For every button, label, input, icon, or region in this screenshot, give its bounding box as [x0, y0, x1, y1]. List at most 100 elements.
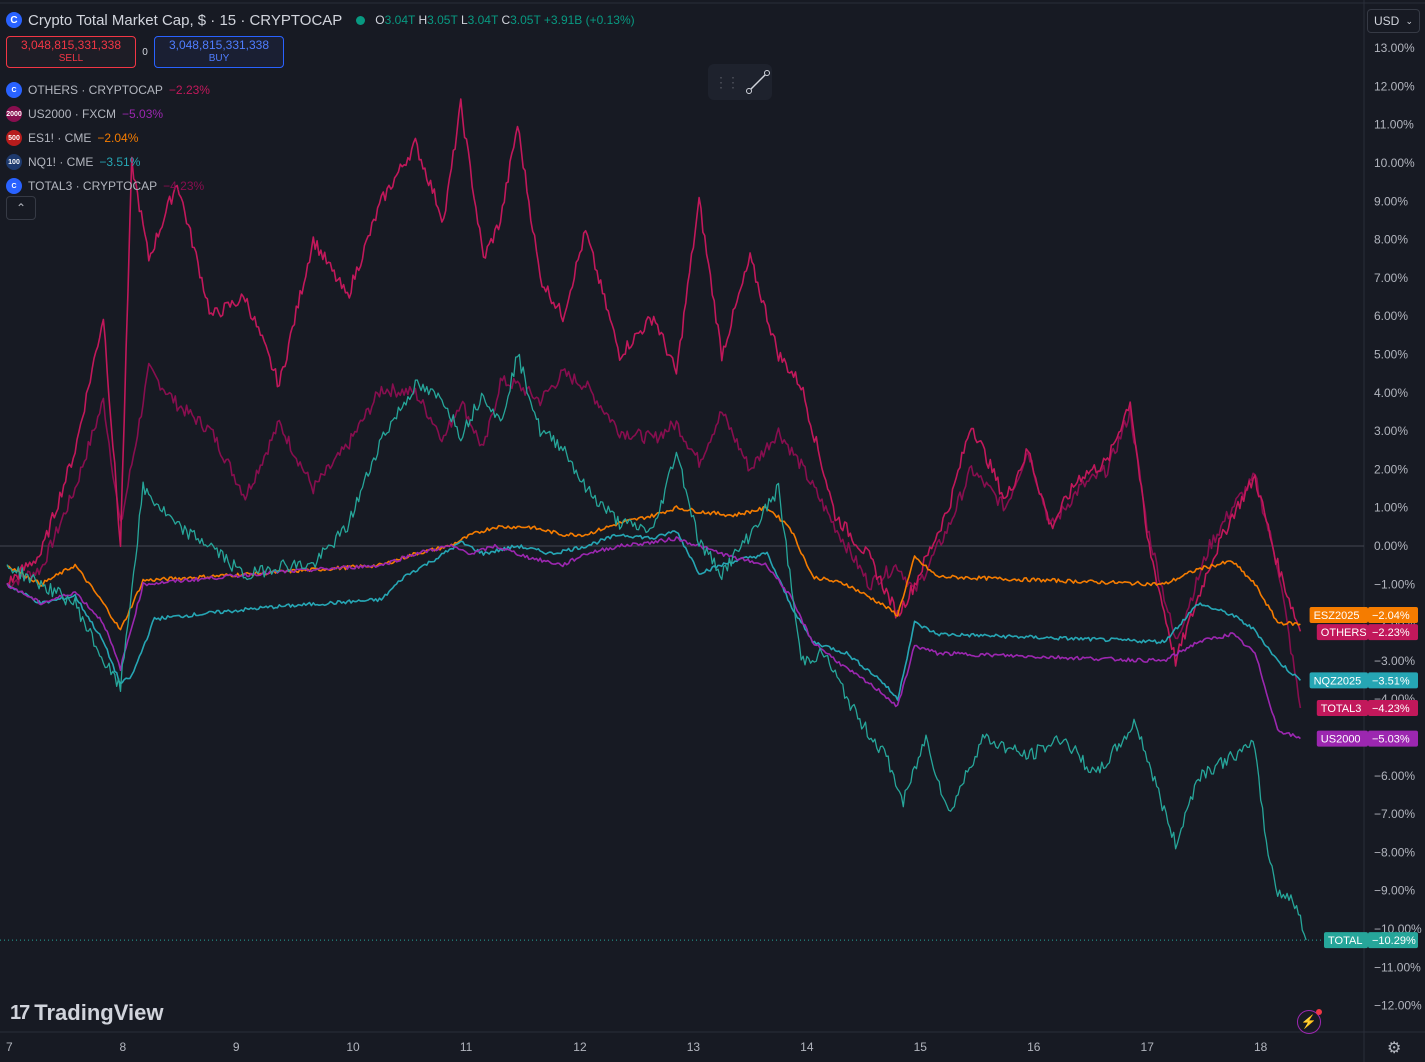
y-tick-label: 7.00% — [1374, 271, 1408, 285]
x-tick-label: 18 — [1254, 1040, 1268, 1054]
symbol-title[interactable]: Crypto Total Market Cap, $ · 15 · CRYPTO… — [28, 11, 343, 29]
price-label[interactable]: ESZ2025 −2.04% — [1309, 606, 1418, 623]
x-tick-label: 9 — [233, 1040, 240, 1054]
symbol-icon: C — [6, 178, 22, 194]
price-label[interactable]: OTHERS −2.23% — [1316, 624, 1418, 641]
legend-change: −2.04% — [97, 131, 139, 145]
series-line-us2000[interactable] — [6, 536, 1301, 740]
price-label[interactable]: NQZ2025 −3.51% — [1309, 672, 1418, 689]
series-legend: C OTHERS · CRYPTOCAP −2.23% 2000 US2000 · FX… — [6, 78, 210, 198]
series-line-es1[interactable] — [6, 505, 1301, 631]
x-tick-label: 13 — [687, 1040, 701, 1054]
series-line-total3[interactable] — [6, 362, 1302, 709]
price-label-value: −2.23% — [1372, 627, 1410, 639]
y-tick-label: −6.00% — [1374, 769, 1415, 783]
legend-change: −4.23% — [163, 179, 205, 193]
symbol-icon: 2000 — [6, 106, 22, 122]
legend-change: −5.03% — [122, 107, 164, 121]
y-tick-label: 0.00% — [1374, 539, 1408, 553]
currency-selector[interactable]: USD ⌄ — [1367, 9, 1420, 33]
cryptocap-icon: C — [6, 12, 22, 28]
legend-row[interactable]: C OTHERS · CRYPTOCAP −2.23% — [6, 78, 210, 102]
price-label-name: ESZ2025 — [1314, 610, 1360, 622]
price-label-value: −5.03% — [1372, 734, 1410, 746]
y-tick-label: 8.00% — [1374, 233, 1408, 247]
series-line-total[interactable] — [6, 353, 1307, 941]
y-tick-label: 4.00% — [1374, 386, 1408, 400]
x-tick-label: 14 — [800, 1040, 814, 1054]
currency-label: USD — [1374, 14, 1400, 28]
price-label-name: NQZ2025 — [1314, 675, 1362, 687]
price-label-name: OTHERS — [1321, 627, 1367, 639]
y-tick-label: −7.00% — [1374, 807, 1415, 821]
symbol-icon: C — [6, 82, 22, 98]
collapse-legend-button[interactable]: ⌃ — [6, 196, 36, 220]
tradingview-logo[interactable]: 17 TradingView — [10, 1000, 163, 1026]
x-tick-label: 10 — [346, 1040, 360, 1054]
trade-panel: 3,048,815,331,338 SELL 0 3,048,815,331,3… — [6, 36, 284, 68]
legend-symbol: ES1! · CME — [28, 131, 92, 145]
market-open-icon — [356, 15, 366, 25]
legend-row[interactable]: 100 NQ1! · CME −3.51% — [6, 150, 210, 174]
chevron-down-icon: ⌄ — [1405, 15, 1413, 26]
legend-symbol: OTHERS · CRYPTOCAP — [28, 83, 163, 97]
series-line-nq1[interactable] — [6, 530, 1302, 701]
x-tick-label: 15 — [914, 1040, 928, 1054]
buy-label: BUY — [208, 53, 230, 64]
trend-line-icon[interactable] — [744, 68, 772, 96]
drag-handle-icon[interactable]: ⋮⋮ — [714, 73, 740, 90]
y-tick-label: −12.00% — [1374, 999, 1422, 1013]
spread-value: 0 — [142, 46, 148, 58]
brand-name: TradingView — [34, 1000, 164, 1025]
sell-price: 3,048,815,331,338 — [20, 38, 122, 52]
price-label[interactable]: TOTAL3 −4.23% — [1316, 700, 1418, 717]
symbol-icon: 100 — [6, 154, 22, 170]
y-tick-label: −11.00% — [1374, 960, 1421, 974]
y-tick-label: 6.00% — [1374, 309, 1408, 323]
x-tick-label: 16 — [1027, 1040, 1041, 1054]
buy-button[interactable]: 3,048,815,331,338 BUY — [154, 36, 284, 68]
y-tick-label: −9.00% — [1374, 884, 1415, 898]
ohlc-values: O3.04T H3.05T L3.04T C3.05T +3.91B (+0.1… — [375, 13, 635, 27]
legend-symbol: US2000 · FXCM — [28, 107, 117, 121]
y-tick-label: 12.00% — [1374, 79, 1415, 93]
y-tick-label: −3.00% — [1374, 654, 1415, 668]
legend-symbol: NQ1! · CME — [28, 155, 94, 169]
price-label-value: −10.29% — [1372, 935, 1416, 947]
price-label-name: US2000 — [1321, 734, 1361, 746]
x-tick-label: 12 — [573, 1040, 587, 1054]
drawing-toolbar[interactable]: ⋮⋮ — [708, 64, 772, 100]
y-tick-label: 5.00% — [1374, 348, 1408, 362]
y-tick-label: 1.00% — [1374, 501, 1408, 515]
y-tick-label: 9.00% — [1374, 194, 1408, 208]
legend-row[interactable]: 2000 US2000 · FXCM −5.03% — [6, 102, 210, 126]
sell-button[interactable]: 3,048,815,331,338 SELL — [6, 36, 136, 68]
symbol-header: C Crypto Total Market Cap, $ · 15 · CRYP… — [6, 10, 635, 30]
price-label-name: TOTAL3 — [1321, 703, 1362, 715]
x-tick-label: 8 — [119, 1040, 126, 1054]
gear-icon[interactable]: ⚙ — [1387, 1040, 1402, 1057]
legend-change: −3.51% — [99, 155, 141, 169]
legend-row[interactable]: 500 ES1! · CME −2.04% — [6, 126, 210, 150]
legend-symbol: TOTAL3 · CRYPTOCAP — [28, 179, 158, 193]
price-label-value: −4.23% — [1372, 703, 1410, 715]
tradingview-logo-icon: 17 — [10, 1001, 30, 1024]
y-tick-label: 10.00% — [1374, 156, 1415, 170]
buy-price: 3,048,815,331,338 — [168, 38, 270, 52]
x-tick-label: 11 — [460, 1040, 473, 1054]
series-line-others[interactable] — [6, 98, 1302, 667]
sell-label: SELL — [58, 53, 84, 64]
lightning-icon[interactable]: ⚡ — [1297, 1009, 1322, 1034]
x-tick-label: 17 — [1141, 1040, 1155, 1054]
chevron-up-icon: ⌃ — [15, 201, 27, 215]
y-tick-label: 11.00% — [1374, 118, 1414, 132]
price-label-value: −2.04% — [1372, 610, 1410, 622]
price-label[interactable]: TOTAL −10.29% — [1324, 932, 1418, 949]
price-label[interactable]: US2000 −5.03% — [1316, 730, 1418, 747]
y-tick-label: 2.00% — [1374, 462, 1408, 476]
y-tick-label: −1.00% — [1374, 577, 1415, 591]
legend-row[interactable]: C TOTAL3 · CRYPTOCAP −4.23% — [6, 174, 210, 198]
y-tick-label: 3.00% — [1374, 424, 1408, 438]
y-tick-label: 13.00% — [1374, 41, 1415, 55]
